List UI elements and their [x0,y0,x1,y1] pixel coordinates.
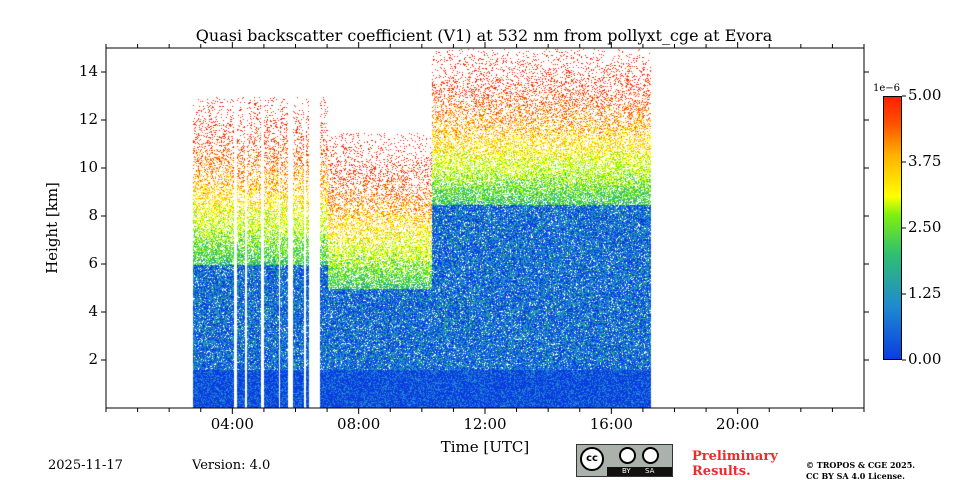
copyright-notice: © TROPOS & CGE 2025. CC BY SA 4.0 Licens… [806,460,915,480]
date-label: 2025-11-17 [48,458,123,473]
x-tick-label: 12:00 [463,415,507,433]
colorbar-tick-label: 5.00 [908,86,942,104]
x-tick-label: 08:00 [337,415,381,433]
colorbar-tick-label: 2.50 [908,218,942,236]
version-label: Version: 4.0 [192,458,271,473]
y-tick-label: 2 [88,350,98,368]
backscatter-heatmap [106,48,864,408]
colorbar-tick-label: 1.25 [908,284,942,302]
plot-frame [105,47,865,409]
y-tick-label: 12 [78,110,98,128]
sa-share-icon [642,447,659,464]
colorbar-tick-label: 0.00 [908,350,942,368]
by-label: BY [622,467,631,475]
cc-icon: cc [580,447,604,471]
y-tick-label: 4 [88,302,98,320]
colorbar [883,96,902,360]
y-tick-label: 14 [78,62,98,80]
y-axis-label: Height [km] [43,182,61,274]
y-tick-label: 6 [88,254,98,272]
preliminary-results-label: Preliminary Results. [692,449,778,479]
by-person-icon [619,447,636,464]
cc-by-sa-badge: cc BY SA [576,444,673,477]
chart-title: Quasi backscatter coefficient (V1) at 53… [195,26,773,45]
colorbar-tick-label: 3.75 [908,152,942,170]
colorbar-scale-label: 1e−6 [873,83,901,94]
x-axis-label: Time [UTC] [440,438,530,456]
y-tick-label: 8 [88,206,98,224]
sa-label: SA [645,467,655,475]
x-tick-label: 20:00 [716,415,760,433]
preliminary-line-2: Results. [692,464,751,479]
preliminary-line-1: Preliminary [692,449,778,464]
copyright-line-2: CC BY SA 4.0 License. [806,471,905,480]
x-tick-label: 16:00 [589,415,633,433]
y-tick-label: 10 [78,158,98,176]
copyright-line-1: © TROPOS & CGE 2025. [806,460,916,470]
x-tick-label: 04:00 [210,415,254,433]
